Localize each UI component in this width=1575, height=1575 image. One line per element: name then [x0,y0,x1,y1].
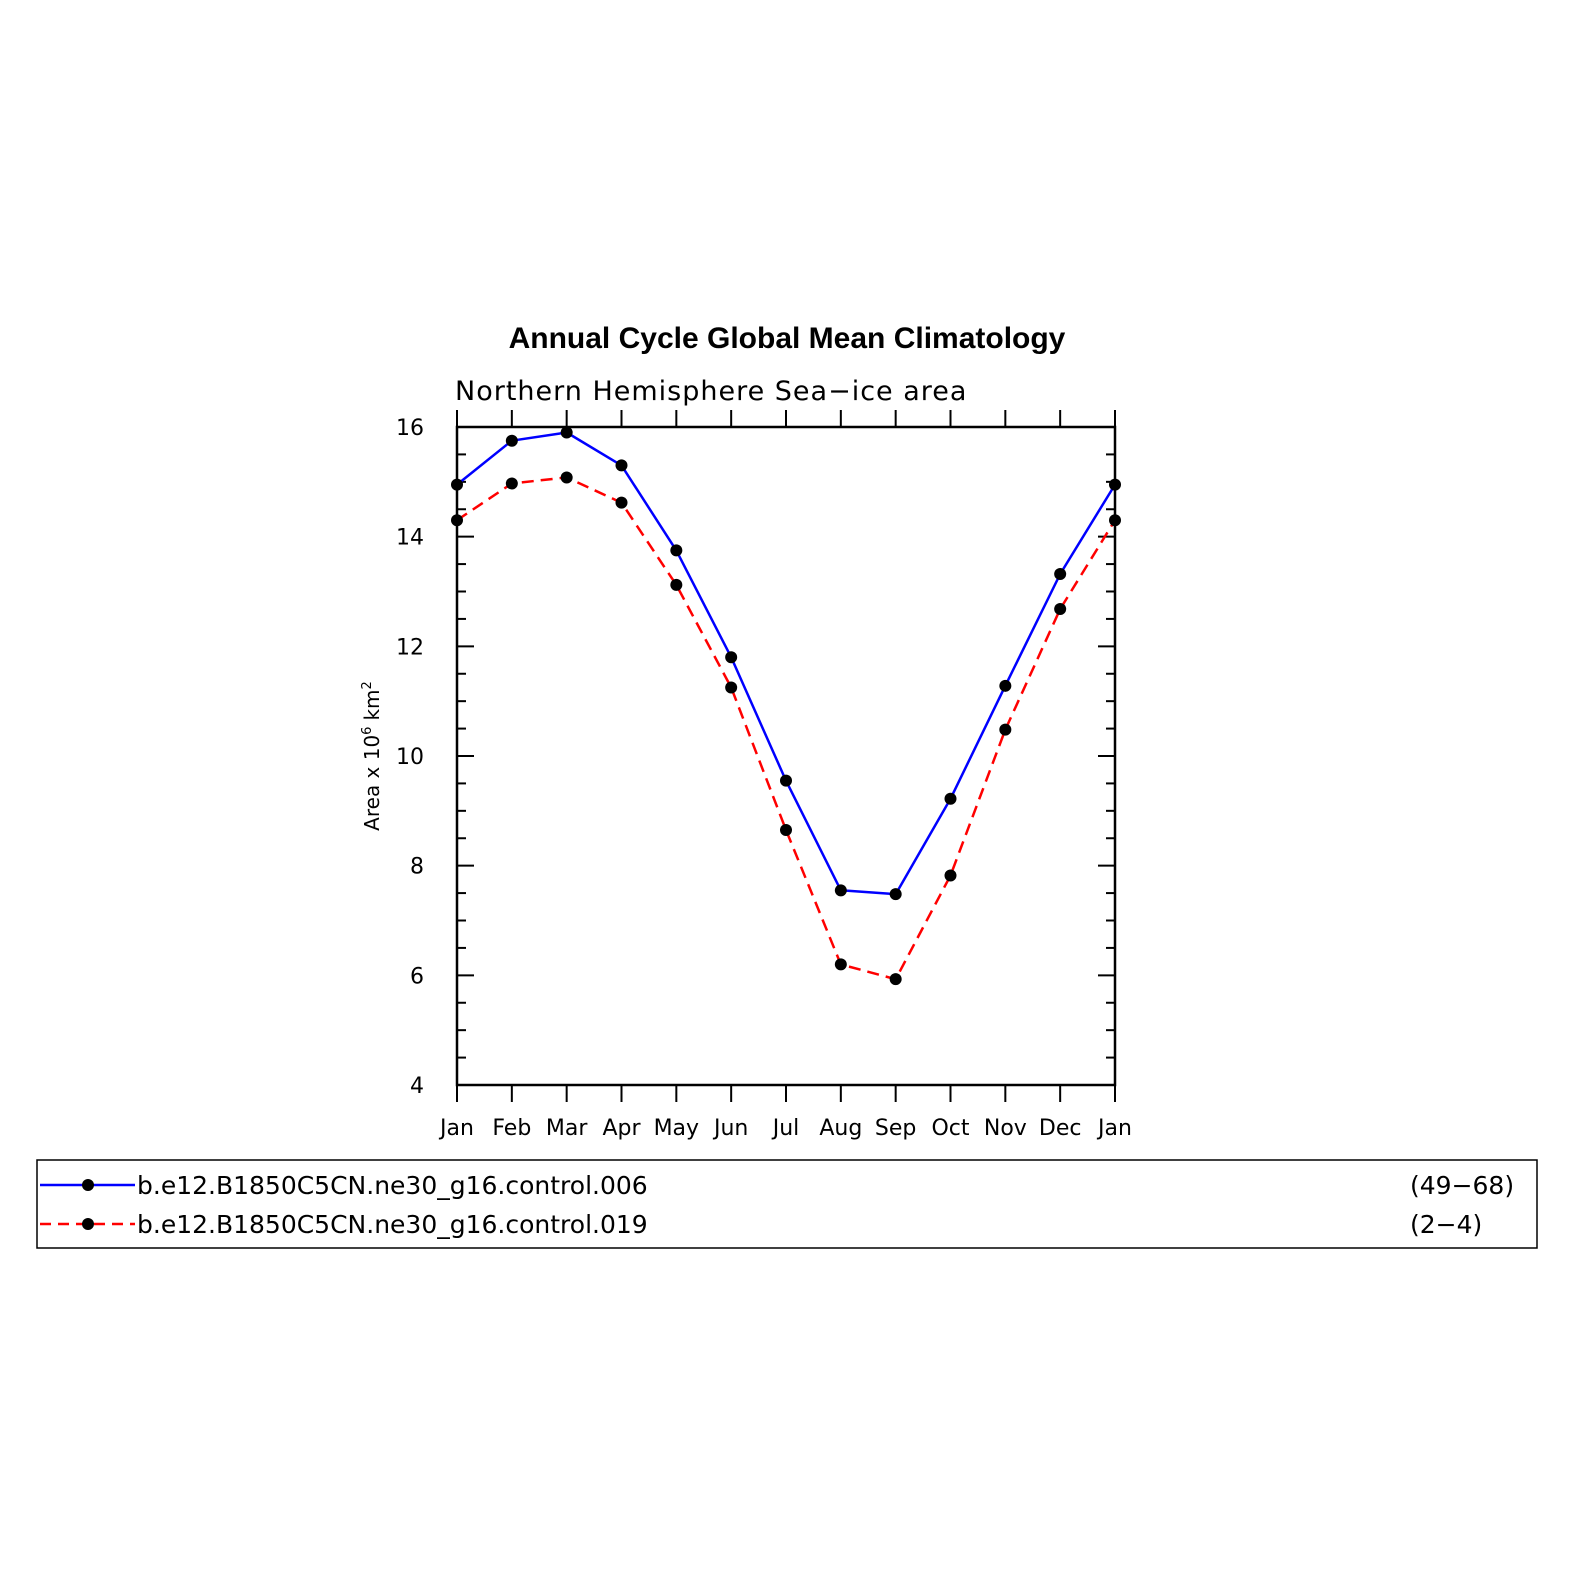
plot-area: 4 6 8 10 12 14 16 Jan Feb Mar Apr May Jun Jul Aug Sep Oc… [396,410,1132,1141]
chart-title: Annual Cycle Global Mean Climatology [509,322,1066,355]
x-tick-label: Sep [875,1116,916,1141]
x-tick-label: Jun [712,1116,748,1141]
series-2-point [615,496,628,509]
series-1-point [560,426,573,439]
chart-subtitle: Northern Hemisphere Sea−ice area [455,376,967,407]
y-axis-title-main: Area x 10 [360,735,384,831]
series-2-point [889,973,902,986]
series-1-point [999,679,1012,692]
series-2-point [670,578,683,591]
y-tick-label: 14 [396,526,424,551]
series-2-point [451,514,463,527]
legend-label-2: b.e12.B1850C5CN.ne30_g16.control.019 [137,1210,648,1239]
y-axis-title-unit-exponent: 2 [360,681,375,689]
series-2-point [999,723,1012,736]
legend-label-1: b.e12.B1850C5CN.ne30_g16.control.006 [137,1171,648,1200]
series-2-point [1054,603,1067,616]
series-1-point [670,544,683,557]
x-tick-label: Jan [1096,1116,1132,1141]
x-tick-label: Apr [602,1116,641,1141]
legend-marker-1 [82,1179,94,1191]
series-1-point [944,792,957,805]
x-tick-label: Oct [931,1116,969,1141]
y-tick-label: 6 [410,964,424,989]
series-1-point [889,888,902,901]
x-tick-label: Aug [819,1116,862,1141]
y-tick-label: 4 [410,1074,424,1099]
series-2-point [505,477,518,490]
y-tick-label: 16 [396,416,424,441]
series-1-point [1054,567,1067,580]
series-line-2 [456,476,1117,981]
legend-years-1: (49−68) [1410,1171,1514,1200]
series-2-point [560,471,573,484]
x-tick-label: May [654,1116,699,1141]
series-1-point [1109,478,1121,491]
y-axis-title-exponent: 6 [360,727,375,735]
x-tick-label: Nov [984,1116,1027,1141]
series-1-point [505,434,518,447]
y-axis-title: Area x 106 km2 [360,681,384,831]
series-1-point [834,884,847,897]
series-2-point [780,824,792,837]
legend-marker-2 [82,1218,94,1230]
y-tick-label: 12 [396,635,424,660]
y-tick-label: 8 [410,855,424,880]
series-1-point [780,774,792,787]
series-1-point [615,459,628,472]
legend-years-2: (2−4) [1410,1210,1482,1239]
series-1-point [451,478,463,491]
series-1-point [725,651,738,664]
x-tick-label: Feb [492,1116,531,1141]
series-2-point [944,869,957,882]
x-tick-label: Dec [1039,1116,1082,1141]
legend-box [36,1159,1538,1249]
plot-frame [455,425,1117,1087]
legend-entry-1: b.e12.B1850C5CN.ne30_g16.control.006 (49… [40,1171,1514,1200]
y-tick-label: 10 [396,745,424,770]
x-tick-label: Jan [438,1116,474,1141]
series-2-point [725,681,738,694]
series-2-point [834,958,847,971]
x-tick-label: Jul [771,1116,800,1141]
y-axis-title-unit: km [360,689,384,720]
series-2-point [1109,514,1121,527]
legend-entry-2: b.e12.B1850C5CN.ne30_g16.control.019 (2−… [40,1210,1482,1239]
x-tick-label: Mar [546,1116,588,1141]
